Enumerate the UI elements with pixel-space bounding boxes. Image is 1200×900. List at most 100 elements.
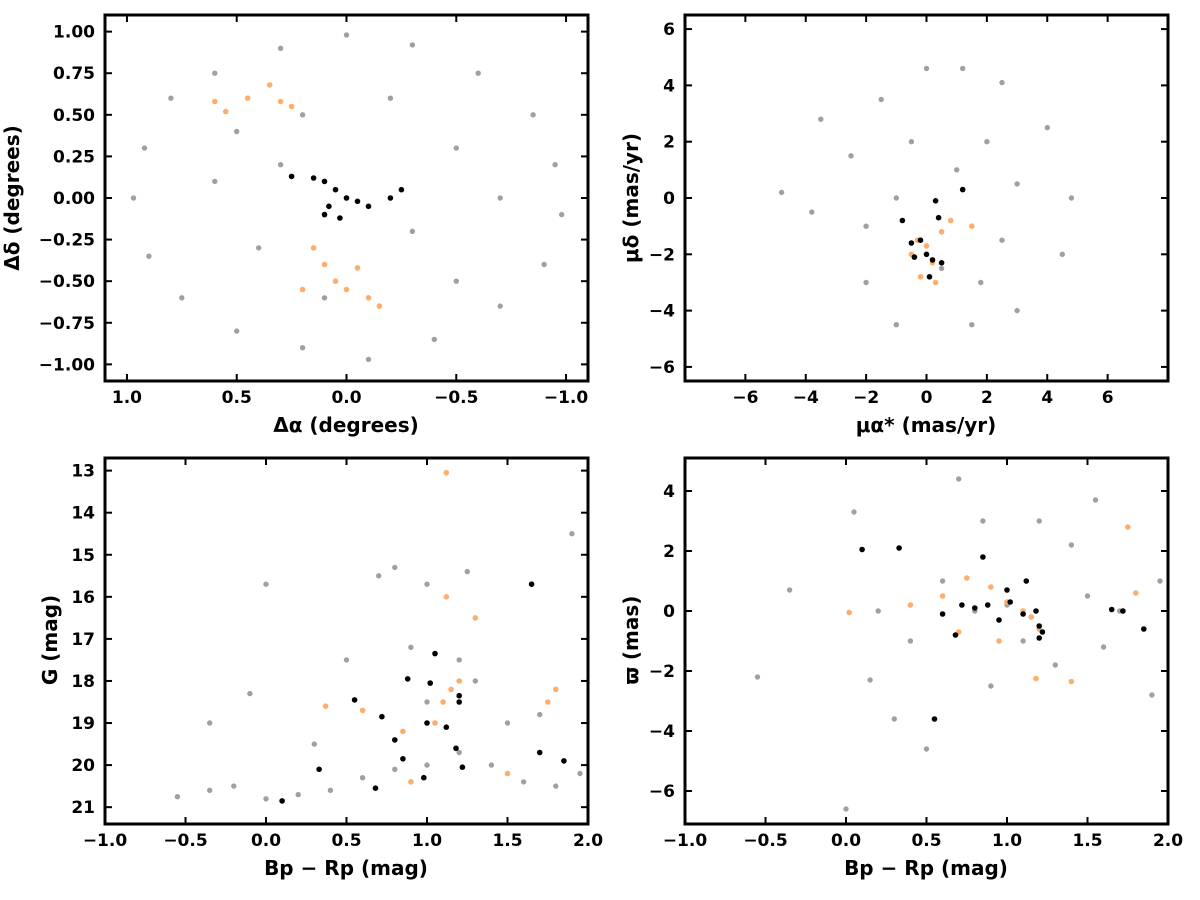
data-point bbox=[932, 198, 939, 204]
data-point bbox=[453, 278, 459, 284]
data-point bbox=[392, 737, 398, 743]
data-point bbox=[288, 103, 295, 110]
data-point bbox=[553, 686, 559, 693]
y-axis-label: G (mag) bbox=[38, 595, 62, 685]
x-tick-label: −0.5 bbox=[743, 831, 787, 851]
data-point bbox=[929, 257, 936, 263]
data-point bbox=[168, 95, 174, 101]
data-point bbox=[1036, 623, 1042, 629]
data-point bbox=[1014, 181, 1020, 187]
data-point bbox=[504, 720, 511, 726]
panel-top-right: −6 −4 −2 0 2 4 6 −6 −4 −2 0 2 4 6 μα* (mas/yr) μδ (ma… bbox=[619, 13, 1170, 437]
x-tick-label: 2.0 bbox=[1153, 831, 1183, 851]
data-point bbox=[1120, 608, 1126, 614]
y-tick-label: 0.25 bbox=[53, 147, 95, 167]
data-point bbox=[277, 45, 284, 51]
data-point bbox=[956, 476, 962, 482]
data-point bbox=[938, 260, 945, 266]
panel-bottom-left: −1.0 −0.5 0.0 0.5 1.0 1.5 2.0 21 20 19 18 17 16 15 14 1… bbox=[38, 456, 603, 880]
data-point bbox=[332, 278, 339, 285]
data-point bbox=[365, 356, 372, 363]
data-point bbox=[969, 223, 975, 229]
data-point bbox=[424, 720, 430, 726]
data-point bbox=[996, 617, 1002, 623]
data-point bbox=[432, 720, 438, 726]
data-point bbox=[939, 593, 946, 599]
y-tick-label: 16 bbox=[71, 588, 95, 608]
data-point bbox=[504, 770, 511, 777]
data-point bbox=[295, 791, 301, 798]
data-point bbox=[488, 762, 495, 768]
data-point bbox=[988, 584, 994, 590]
y-tick-label: −0.25 bbox=[39, 231, 95, 251]
y-tick-label: 21 bbox=[71, 798, 95, 818]
data-point bbox=[972, 605, 978, 611]
y-tick-label: 20 bbox=[71, 756, 95, 776]
data-point bbox=[537, 711, 543, 718]
x-tick-label: −1.0 bbox=[544, 388, 589, 408]
data-point bbox=[923, 65, 930, 72]
data-point bbox=[354, 198, 361, 205]
y-tick-label: 18 bbox=[71, 672, 95, 692]
data-point bbox=[343, 286, 350, 293]
data-point bbox=[984, 139, 990, 145]
data-point bbox=[984, 602, 991, 608]
y-tick-label: −2 bbox=[649, 245, 675, 265]
data-point bbox=[432, 650, 438, 657]
y-tick-label: 0.50 bbox=[53, 106, 95, 126]
data-point bbox=[472, 615, 479, 621]
y-tick-label: 4 bbox=[663, 76, 675, 96]
y-axis-label: ϖ (mas) bbox=[619, 596, 643, 685]
data-point bbox=[875, 608, 881, 614]
data-point bbox=[408, 644, 414, 650]
data-point bbox=[969, 322, 975, 328]
data-point bbox=[322, 703, 329, 709]
data-point bbox=[343, 32, 350, 38]
data-point bbox=[277, 162, 284, 168]
scatter-plot-sky-position: 1.0 0.5 0.0 −0.5 −1.0 −1.00 −0.75 −0.50 −0.25 0.0… bbox=[39, 13, 590, 408]
data-point bbox=[1023, 578, 1030, 584]
data-point bbox=[234, 128, 240, 135]
y-tick-label: 0 bbox=[663, 189, 675, 209]
data-point bbox=[288, 173, 295, 180]
data-point bbox=[440, 699, 446, 705]
data-point bbox=[316, 766, 322, 773]
x-tick-label: 1.0 bbox=[412, 831, 442, 851]
data-point bbox=[809, 209, 815, 215]
y-axis-label: Δδ (degrees) bbox=[0, 125, 24, 271]
y-tick-label: −0.75 bbox=[39, 314, 95, 334]
x-tick-label: −0.5 bbox=[434, 388, 478, 408]
y-tick-label: −6 bbox=[649, 782, 675, 802]
data-point bbox=[843, 806, 849, 812]
data-point bbox=[786, 587, 793, 593]
data-point bbox=[561, 758, 567, 764]
data-point bbox=[359, 707, 366, 714]
data-point bbox=[520, 779, 527, 785]
data-point bbox=[424, 581, 430, 587]
data-point bbox=[263, 796, 269, 802]
data-point bbox=[376, 303, 383, 309]
data-point bbox=[223, 108, 229, 115]
plot-frame bbox=[103, 456, 590, 826]
data-point bbox=[1100, 644, 1107, 650]
data-point bbox=[459, 764, 466, 770]
y-tick-label: 17 bbox=[71, 630, 95, 650]
x-tick-label: 0 bbox=[921, 388, 933, 408]
data-point bbox=[266, 82, 273, 88]
data-point bbox=[387, 195, 394, 201]
data-point bbox=[1004, 587, 1010, 593]
x-tick-label: 1.0 bbox=[112, 388, 142, 408]
data-point bbox=[959, 602, 965, 608]
x-axis-label: Δα (degrees) bbox=[273, 413, 419, 437]
data-point bbox=[212, 70, 218, 76]
x-tick-label: 2 bbox=[981, 388, 993, 408]
data-point bbox=[456, 657, 462, 663]
data-point bbox=[179, 295, 185, 301]
data-point bbox=[343, 657, 350, 663]
data-point bbox=[863, 223, 869, 229]
scatter-plot-proper-motion: −6 −4 −2 0 2 4 6 −6 −4 −2 0 2 4 6 bbox=[649, 13, 1170, 408]
data-point bbox=[911, 254, 918, 260]
data-point bbox=[398, 186, 405, 193]
data-point bbox=[387, 95, 394, 101]
y-tick-label: −0.50 bbox=[39, 272, 95, 292]
